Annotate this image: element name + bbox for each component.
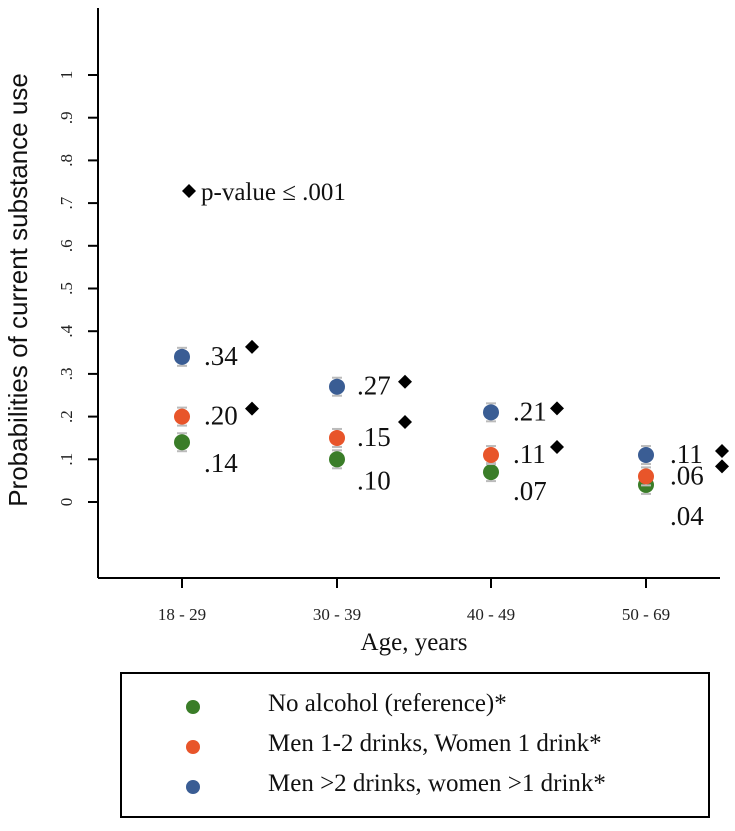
data-point — [174, 408, 190, 425]
data-point — [638, 447, 654, 464]
y-tick-label: .9 — [57, 111, 76, 124]
data-point — [329, 378, 345, 395]
significance-marker-icon — [550, 440, 564, 455]
significance-marker-icon — [550, 401, 564, 416]
legend-label: No alcohol (reference)* — [268, 690, 507, 717]
data-point — [483, 404, 499, 421]
legend-label: Men >2 drinks, women >1 drink* — [268, 770, 606, 797]
data-label: .27 — [357, 371, 391, 401]
data-label: .15 — [357, 422, 391, 452]
data-label: .11 — [513, 439, 546, 469]
x-tick-label: 50 - 69 — [622, 605, 670, 624]
y-tick-label: .8 — [57, 154, 76, 167]
legend-marker-icon — [186, 780, 200, 794]
legend-item: No alcohol (reference)* — [122, 686, 708, 726]
y-tick-label: .4 — [57, 324, 76, 337]
legend: No alcohol (reference)* Men 1-2 drinks, … — [120, 672, 710, 818]
data-point — [174, 348, 190, 365]
x-axis-label: Age, years — [361, 629, 468, 656]
significance-marker-icon — [398, 374, 412, 389]
y-tick-label: 0 — [57, 498, 76, 507]
legend-label: Men 1-2 drinks, Women 1 drink* — [268, 730, 602, 757]
y-tick-label: .2 — [57, 410, 76, 423]
significance-marker-icon — [715, 459, 729, 474]
data-label: .34 — [204, 341, 238, 371]
significance-marker-icon — [398, 414, 412, 429]
significance-marker-icon — [245, 401, 259, 416]
y-axis-label: Probabilities of current substance use — [3, 73, 33, 507]
data-point — [638, 468, 654, 485]
data-point — [329, 429, 345, 446]
x-tick-label: 18 - 29 — [158, 605, 206, 624]
significance-marker-icon — [245, 339, 259, 354]
legend-marker-icon — [186, 740, 200, 754]
data-label: .21 — [513, 396, 547, 426]
data-label: .14 — [204, 448, 238, 478]
data-marks: .14.10.07.04.20.15.11.06.34.27.21.11 — [174, 339, 729, 531]
data-point — [329, 451, 345, 468]
data-label: .10 — [357, 465, 391, 495]
y-tick-label: .7 — [57, 196, 76, 209]
annotation: p-value ≤ .001 — [182, 179, 346, 206]
significance-marker-icon — [715, 444, 729, 459]
y-tick-label: .1 — [57, 453, 76, 466]
x-tick-label: 40 - 49 — [467, 605, 515, 624]
data-label: .04 — [670, 501, 704, 531]
data-label: .07 — [513, 476, 547, 506]
legend-item: Men 1-2 drinks, Women 1 drink* — [122, 726, 708, 766]
data-point — [174, 434, 190, 451]
chart-svg: Probabilities of current substance use A… — [3, 8, 729, 656]
axes — [97, 8, 720, 579]
data-label: .06 — [670, 460, 704, 490]
legend-item: Men >2 drinks, women >1 drink* — [122, 766, 708, 806]
legend-marker-icon — [186, 700, 200, 714]
significance-marker-icon — [182, 184, 196, 198]
x-ticks: 18 - 29 30 - 39 40 - 49 50 - 69 — [158, 578, 670, 624]
y-tick-label: .6 — [57, 239, 76, 252]
x-tick-label: 30 - 39 — [313, 605, 361, 624]
y-ticks: 0 .1 .2 .3 .4 .5 .6 .7 .8 .9 1 — [57, 71, 98, 507]
y-tick-label: .5 — [57, 282, 76, 295]
y-tick-label: .3 — [57, 368, 76, 381]
annotation-text: p-value ≤ .001 — [201, 179, 346, 206]
data-point — [483, 464, 499, 481]
data-label: .11 — [670, 439, 703, 469]
data-label: .20 — [204, 401, 238, 431]
data-point — [483, 447, 499, 464]
y-tick-label: 1 — [57, 71, 76, 80]
